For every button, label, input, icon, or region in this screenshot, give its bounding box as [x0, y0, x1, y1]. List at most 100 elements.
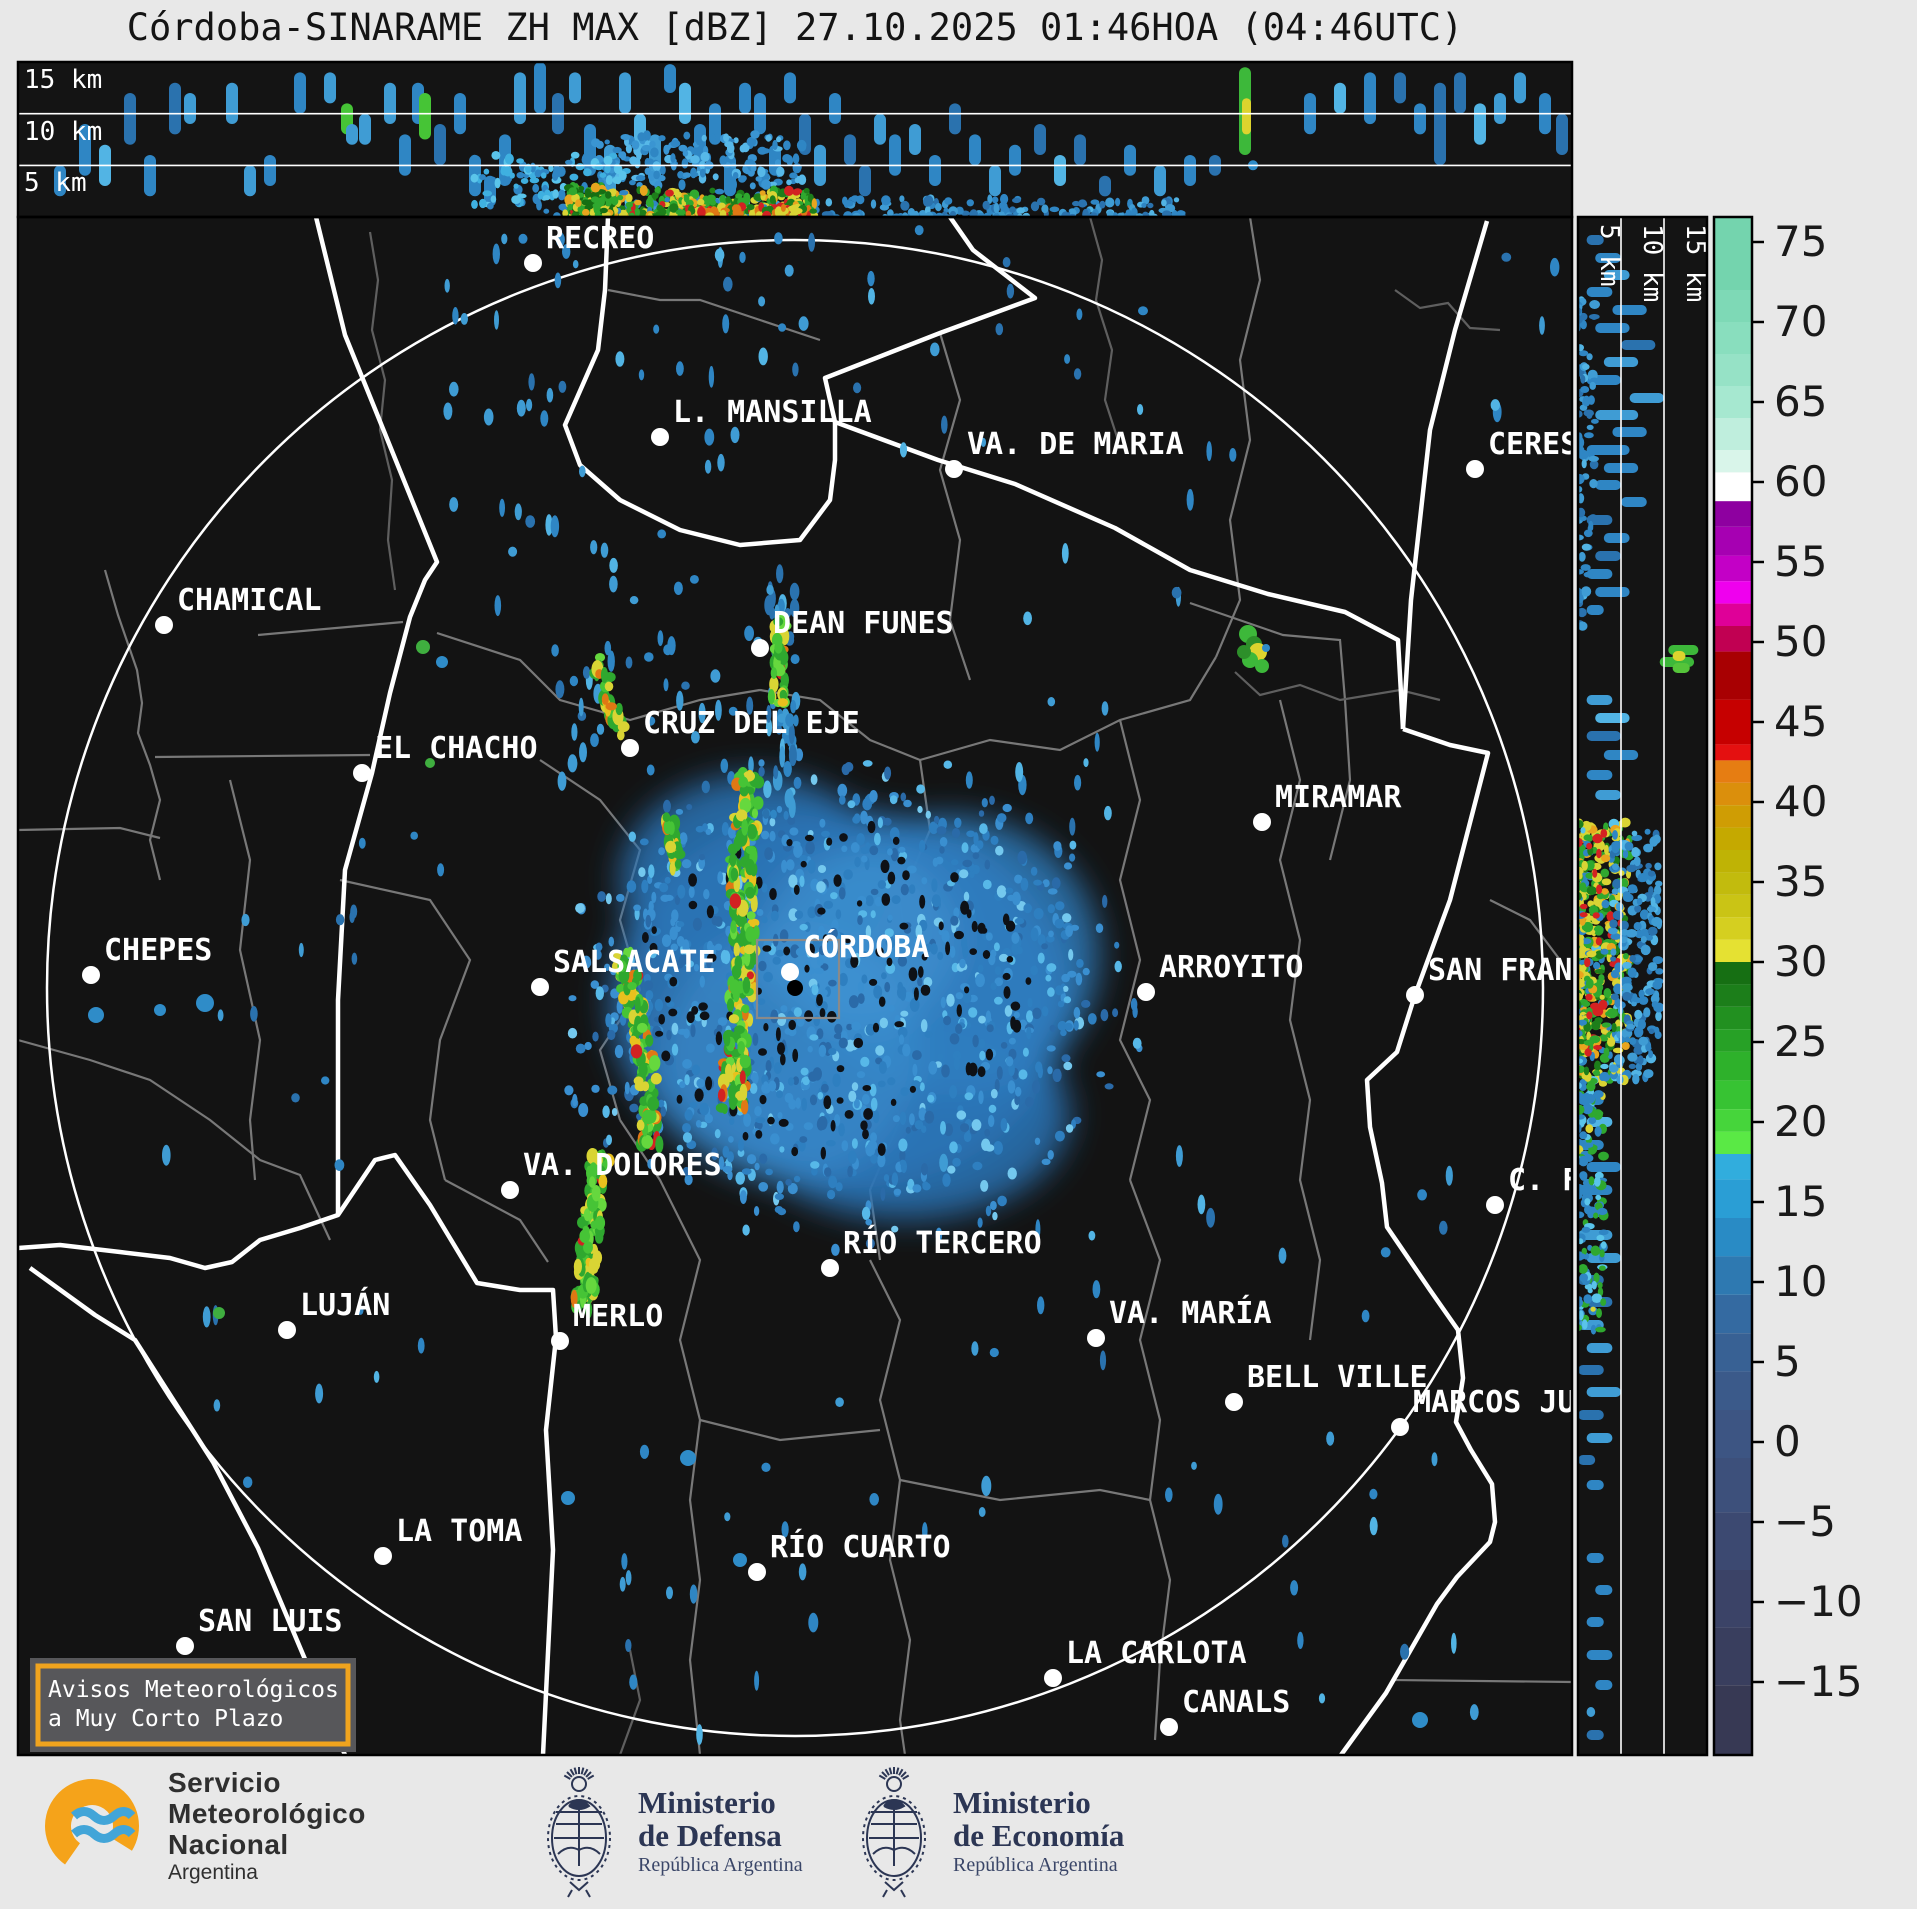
- echo-speckle: [998, 953, 1009, 962]
- xsec-echo-speckle: [1654, 862, 1662, 871]
- xsec-echo-speckle: [1589, 1035, 1601, 1044]
- xsec-echo-speckle: [769, 195, 776, 204]
- echo-speckle: [1048, 930, 1054, 938]
- echo-speckle: [900, 1010, 909, 1017]
- echo-dot: [1138, 306, 1148, 316]
- city-label: ARROYITO: [1159, 950, 1304, 985]
- notice-box[interactable]: Avisos Meteorológicos a Muy Corto Plazo: [30, 1658, 356, 1752]
- echo-dot: [989, 1347, 999, 1358]
- xsec-echo-speckle: [1615, 902, 1624, 912]
- colorbar-segment: [1714, 354, 1752, 386]
- echo-speckle: [784, 1092, 794, 1104]
- colorbar-segment: [1714, 581, 1752, 604]
- ministry-economia-block: Ministerio de Economía República Argenti…: [851, 1766, 1124, 1898]
- colorbar-segment: [1714, 805, 1752, 828]
- echo-speckle: [865, 1238, 875, 1249]
- echo-speckle: [810, 774, 818, 785]
- xsec-echo-speckle: [502, 166, 513, 177]
- xsec-echo-speckle: [674, 191, 682, 198]
- xsec-echo-speckle: [1593, 1069, 1600, 1077]
- sierra-band-echo: [738, 776, 749, 788]
- echo-speckle: [978, 1038, 986, 1049]
- echo-speckle: [1033, 908, 1044, 920]
- xsec-echo-speckle: [1588, 1176, 1595, 1186]
- echo-speckle: [758, 766, 765, 777]
- xsec-echo-column: [294, 72, 306, 114]
- city-label: BELL VILLE: [1247, 1360, 1428, 1395]
- echo-dot: [625, 656, 633, 669]
- echo-speckle: [715, 1031, 723, 1046]
- echo-speckle: [608, 936, 615, 947]
- echo-speckle: [759, 1153, 768, 1164]
- top-xsec-height-label: 10 km: [24, 117, 102, 147]
- echo-speckle: [572, 1093, 578, 1107]
- echo-speckle: [651, 891, 657, 904]
- city-label: VA. MARÍA: [1109, 1295, 1272, 1331]
- echo-dot: [1431, 1452, 1438, 1467]
- echo-dot: [808, 1612, 819, 1633]
- argentina-crest-icon: [547, 1767, 611, 1898]
- colorbar-segment: [1714, 386, 1752, 418]
- echo-dot: [554, 272, 562, 289]
- sierra-band-echo: [594, 1215, 606, 1231]
- echo-speckle: [892, 1115, 900, 1123]
- sierra-band-echo: [747, 824, 758, 840]
- ministry-defensa-block: Ministerio de Defensa República Argentin…: [536, 1766, 803, 1898]
- xsec-echo-speckle: [1596, 848, 1602, 859]
- echo-speckle: [899, 922, 909, 930]
- echo-speckle: [1073, 1007, 1081, 1019]
- xsec-echo-speckle: [1632, 993, 1638, 1003]
- echo-speckle: [994, 977, 1004, 987]
- sierra-band-echo: [745, 859, 755, 876]
- echo-dot: [1469, 1704, 1479, 1721]
- xsec-echo-speckle: [1631, 1001, 1637, 1007]
- sierra-band-echo: [747, 918, 760, 928]
- echo-dot: [853, 382, 862, 394]
- echo-speckle: [996, 813, 1007, 823]
- echo-speckle: [812, 1067, 822, 1081]
- echo-speckle: [663, 799, 671, 813]
- city-label: MERLO: [573, 1299, 663, 1334]
- xsec-echo-speckle: [1621, 976, 1632, 984]
- sierra-band-echo: [739, 1070, 746, 1085]
- echo-speckle: [968, 1007, 978, 1018]
- echo-speckle: [769, 817, 776, 827]
- department-border: [103, 569, 162, 881]
- xsec-echo-speckle: [789, 172, 798, 179]
- xsec-echo-speckle: [1640, 944, 1651, 956]
- echo-dot: [1064, 354, 1071, 364]
- xsec-echo-speckle: [1587, 1149, 1596, 1155]
- echo-dot: [1023, 611, 1032, 626]
- sierra-band-echo: [591, 1185, 601, 1202]
- echo-speckle: [861, 855, 868, 863]
- echo-speckle: [786, 839, 793, 847]
- xsec-echo-column: [1414, 103, 1426, 135]
- xsec-echo-speckle: [638, 209, 647, 217]
- xsec-echo-column: [1595, 410, 1639, 420]
- city-label: LA TOMA: [396, 1514, 522, 1549]
- xsec-echo-speckle: [1578, 1019, 1587, 1026]
- echo-speckle: [765, 1168, 773, 1176]
- sierra-band-echo: [598, 1174, 608, 1189]
- echo-dot: [154, 1004, 166, 1016]
- echo-speckle: [979, 823, 988, 835]
- xsec-echo-speckle: [1000, 193, 1009, 205]
- xsec-echo-speckle: [581, 154, 589, 165]
- echo-speckle: [861, 974, 868, 984]
- colorbar-segment: [1714, 760, 1752, 783]
- xsec-echo-speckle: [1651, 916, 1663, 927]
- xsec-echo-speckle: [605, 175, 613, 186]
- crest-ray: [888, 1767, 893, 1775]
- city-dot: [1253, 813, 1271, 831]
- echo-dot: [762, 808, 770, 819]
- echo-speckle: [953, 907, 960, 918]
- echo-dot: [452, 307, 459, 325]
- echo-speckle: [884, 766, 892, 780]
- xsec-echo-speckle: [1646, 906, 1657, 912]
- echo-speckle: [1081, 999, 1091, 1008]
- echo-speckle: [869, 1083, 877, 1097]
- xsec-echo-speckle: [1655, 880, 1663, 887]
- echo-speckle: [793, 884, 800, 896]
- xsec-echo-speckle: [1579, 882, 1587, 892]
